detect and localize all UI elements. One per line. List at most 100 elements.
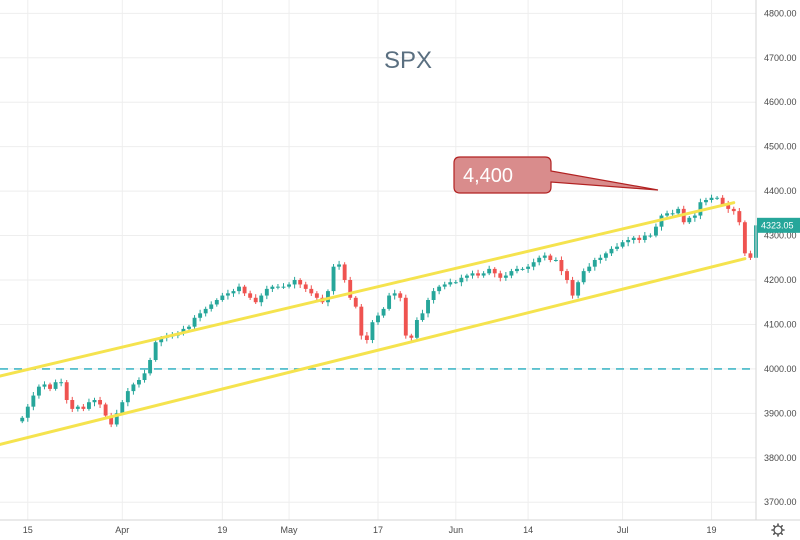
x-tick-label: Jul bbox=[617, 525, 629, 535]
candle bbox=[565, 268, 569, 284]
candle bbox=[103, 402, 108, 419]
candle bbox=[653, 223, 658, 238]
candle bbox=[603, 251, 608, 261]
candle bbox=[31, 392, 36, 411]
candle bbox=[131, 382, 136, 395]
candle-body bbox=[526, 266, 531, 269]
y-tick-label: 4500.00 bbox=[764, 142, 797, 152]
candle-body bbox=[98, 400, 103, 405]
candle bbox=[92, 397, 97, 407]
candle-body bbox=[192, 317, 197, 327]
candle-body bbox=[242, 286, 247, 294]
y-tick-label: 4000.00 bbox=[764, 364, 797, 374]
candle-body bbox=[653, 226, 658, 236]
x-axis[interactable]: 15 Apr 19 May 17 Jun 14 Jul 19 bbox=[23, 525, 717, 535]
candle-body bbox=[387, 295, 392, 309]
candle bbox=[631, 236, 636, 244]
candle bbox=[453, 280, 458, 284]
candle-body bbox=[503, 275, 508, 278]
candle bbox=[709, 194, 714, 203]
candle-body bbox=[537, 257, 542, 263]
callout-label: 4,400 bbox=[463, 165, 513, 187]
callout-annotation: 4,400 bbox=[453, 156, 659, 194]
candle bbox=[275, 284, 280, 290]
candle bbox=[748, 250, 753, 260]
candle-body bbox=[364, 335, 369, 340]
candle-body bbox=[270, 286, 275, 289]
price-tag-box bbox=[757, 217, 800, 233]
candle-body bbox=[509, 271, 514, 276]
candle bbox=[281, 283, 286, 289]
candle-body bbox=[59, 382, 64, 384]
candle bbox=[559, 256, 564, 276]
y-tick-label: 4600.00 bbox=[764, 97, 797, 107]
candle bbox=[198, 309, 203, 322]
candle-body bbox=[726, 204, 731, 209]
candle bbox=[414, 317, 419, 340]
candle bbox=[225, 289, 230, 300]
candle-body bbox=[348, 280, 353, 298]
candle-body bbox=[259, 295, 264, 303]
y-tick-label: 3900.00 bbox=[764, 408, 797, 418]
candle bbox=[125, 388, 130, 407]
candle bbox=[98, 396, 103, 408]
candle bbox=[620, 240, 625, 249]
candle-body bbox=[25, 406, 30, 418]
candle bbox=[303, 281, 308, 292]
candle bbox=[153, 339, 158, 362]
candle-body bbox=[326, 291, 330, 303]
candle bbox=[670, 209, 675, 217]
candle-body bbox=[631, 237, 636, 240]
callout-box bbox=[453, 156, 659, 194]
candle-body bbox=[225, 293, 230, 296]
candle-body bbox=[148, 360, 153, 374]
candle-body bbox=[670, 213, 675, 215]
y-tick-label: 4800.00 bbox=[764, 8, 797, 18]
candle-body bbox=[437, 286, 442, 292]
candle-body bbox=[220, 295, 225, 300]
candle-body bbox=[42, 384, 47, 387]
candle bbox=[376, 312, 380, 325]
candle-body bbox=[142, 373, 147, 380]
candle bbox=[426, 297, 430, 318]
candle bbox=[526, 264, 531, 273]
candle-body bbox=[353, 297, 358, 307]
x-tick-label: 19 bbox=[217, 525, 227, 535]
candle bbox=[698, 198, 703, 220]
gear-icon[interactable] bbox=[771, 523, 785, 537]
candle-body bbox=[542, 255, 547, 258]
candle-body bbox=[520, 268, 525, 270]
candle-body bbox=[64, 382, 69, 400]
y-axis[interactable]: 3700.00 3800.00 3900.00 4000.00 4100.00 4200.… bbox=[764, 8, 797, 507]
chart-title: SPX bbox=[384, 47, 432, 74]
candlestick-series bbox=[20, 194, 758, 428]
candle bbox=[114, 409, 119, 427]
candle bbox=[409, 333, 414, 341]
candle-body bbox=[464, 275, 469, 278]
candle bbox=[687, 216, 692, 224]
candle bbox=[342, 262, 347, 283]
candle bbox=[36, 384, 41, 399]
candle-body bbox=[292, 280, 297, 285]
candle-body bbox=[637, 237, 642, 240]
candle-body bbox=[342, 264, 347, 280]
candle-body bbox=[214, 300, 219, 305]
candle bbox=[142, 369, 147, 383]
candle-body bbox=[492, 268, 497, 274]
candle-body bbox=[120, 402, 125, 414]
candle bbox=[509, 268, 514, 279]
candle bbox=[470, 270, 475, 279]
candle bbox=[209, 301, 214, 312]
candle-body bbox=[253, 297, 258, 303]
candle-body bbox=[515, 268, 519, 272]
candle-body bbox=[203, 308, 208, 314]
candle bbox=[270, 284, 275, 292]
candle-body bbox=[309, 288, 314, 294]
candle bbox=[498, 270, 503, 282]
candle-body bbox=[181, 328, 186, 334]
candle bbox=[587, 263, 592, 273]
candle-body bbox=[481, 273, 486, 276]
candle bbox=[237, 283, 241, 295]
